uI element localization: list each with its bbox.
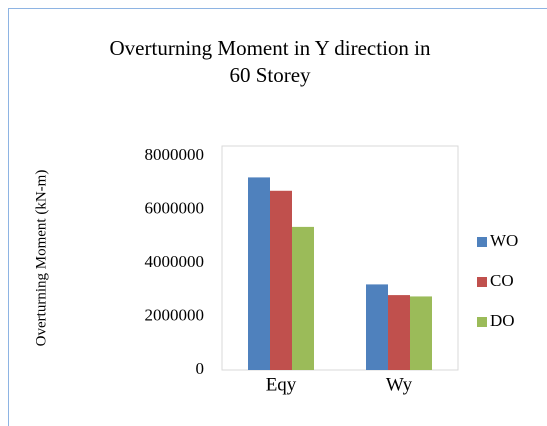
y-axis-label: Overturning Moment (kN-m) <box>33 170 49 347</box>
legend-label: CO <box>490 271 514 290</box>
bar <box>270 190 292 370</box>
legend-label: DO <box>490 311 515 330</box>
legend-swatch <box>477 237 487 247</box>
bar <box>366 284 388 370</box>
x-tick-label: Wy <box>386 374 413 395</box>
bar <box>388 295 410 370</box>
legend-swatch <box>477 277 487 287</box>
bar <box>410 296 432 370</box>
bar <box>292 226 314 370</box>
bar <box>248 177 270 370</box>
legend-label: WO <box>490 231 518 250</box>
y-tick-label: 6000000 <box>145 198 205 217</box>
plot-area <box>221 145 459 371</box>
chart-frame <box>8 8 547 426</box>
y-tick-label: 0 <box>196 359 205 378</box>
y-tick-label: 8000000 <box>145 145 205 164</box>
y-tick-label: 2000000 <box>145 305 205 324</box>
y-tick-label: 4000000 <box>145 252 205 271</box>
x-tick-label: Eqy <box>266 374 297 395</box>
chart-title: Overturning Moment in Y direction in <box>110 36 431 60</box>
chart-title: 60 Storey <box>229 63 311 87</box>
legend-swatch <box>477 317 487 327</box>
